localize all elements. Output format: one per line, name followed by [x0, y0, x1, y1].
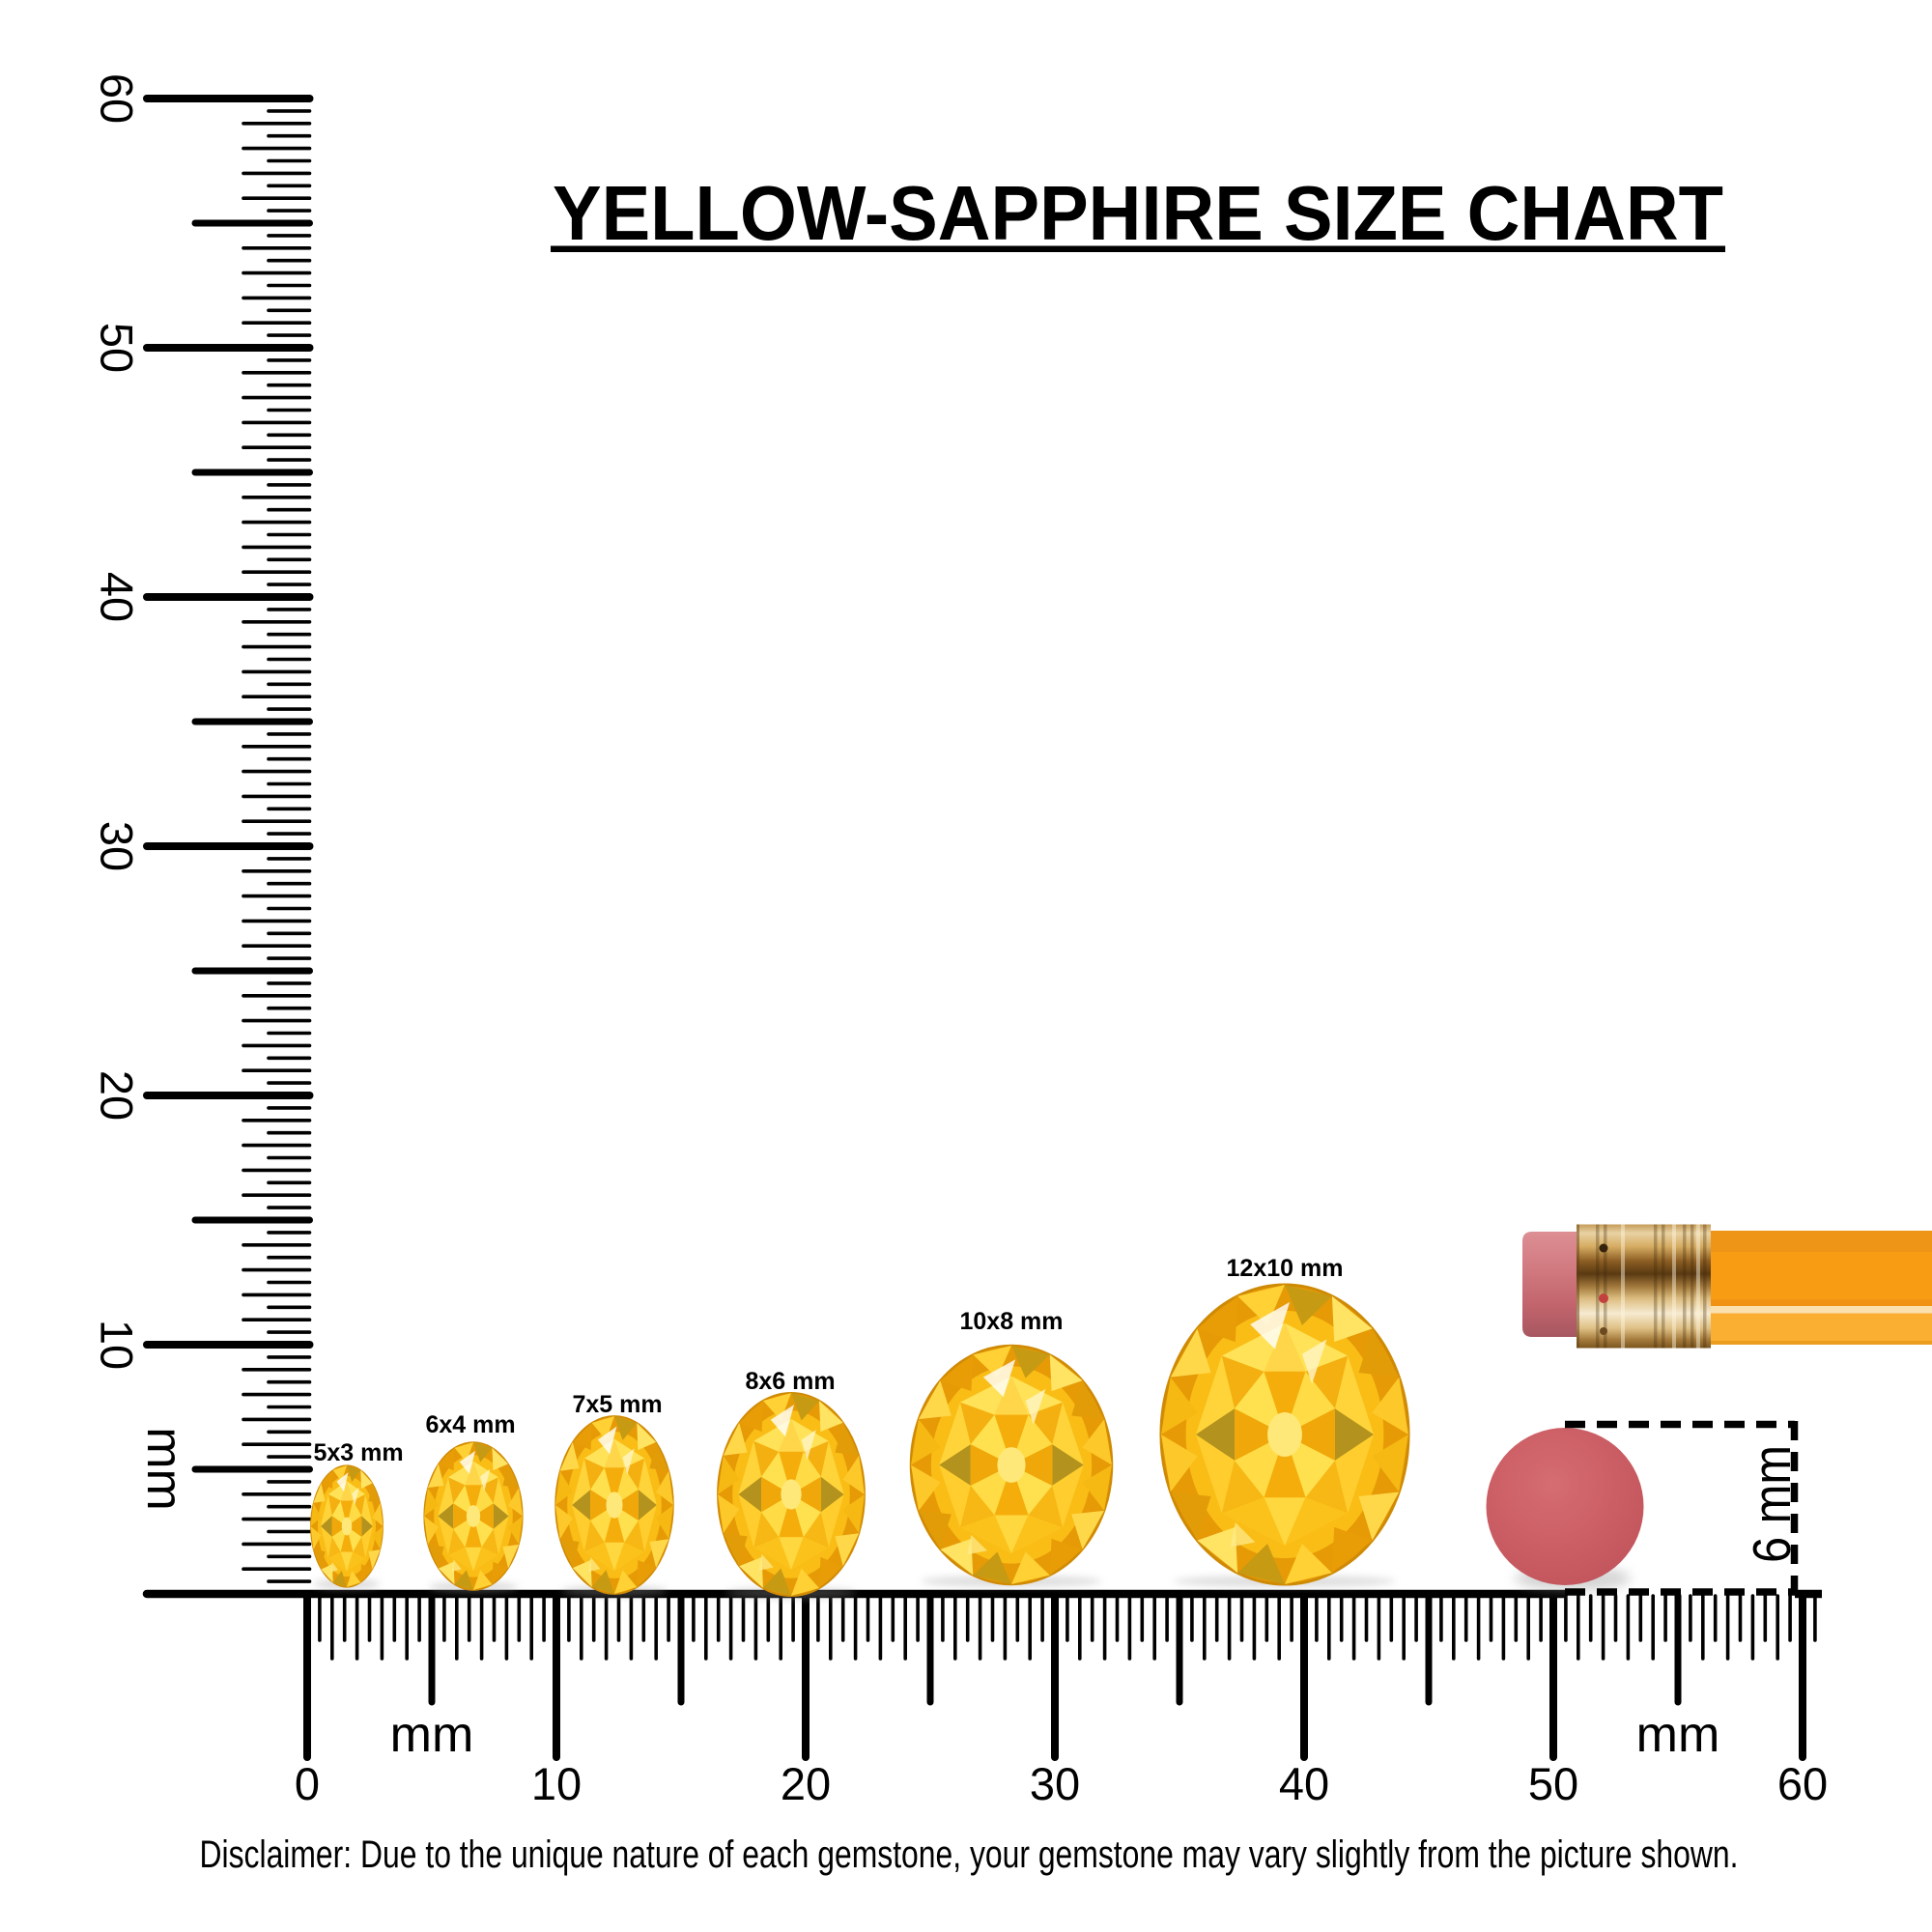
svg-text:7x5 mm: 7x5 mm	[572, 1391, 662, 1418]
svg-text:50: 50	[92, 323, 143, 373]
svg-text:mm: mm	[1636, 1707, 1720, 1763]
svg-text:6 mm: 6 mm	[1742, 1445, 1802, 1563]
svg-text:Disclaimer: Due to the unique: Disclaimer: Due to the unique nature of …	[200, 1833, 1739, 1876]
svg-text:0: 0	[295, 1758, 320, 1809]
svg-text:10: 10	[531, 1758, 582, 1809]
svg-text:30: 30	[92, 821, 143, 871]
svg-text:20: 20	[781, 1758, 831, 1809]
svg-text:8x6 mm: 8x6 mm	[745, 1368, 835, 1395]
svg-text:20: 20	[92, 1070, 143, 1121]
svg-text:60: 60	[1777, 1758, 1828, 1809]
svg-text:40: 40	[1279, 1758, 1329, 1809]
svg-text:10x8 mm: 10x8 mm	[959, 1308, 1063, 1335]
svg-text:YELLOW-SAPPHIRE SIZE CHART: YELLOW-SAPPHIRE SIZE CHART	[553, 170, 1723, 256]
svg-text:30: 30	[1030, 1758, 1080, 1809]
svg-text:6x4 mm: 6x4 mm	[425, 1411, 515, 1438]
svg-text:10: 10	[92, 1320, 143, 1370]
svg-text:50: 50	[1528, 1758, 1578, 1809]
svg-text:40: 40	[92, 572, 143, 622]
svg-text:mm: mm	[136, 1427, 192, 1511]
svg-text:5x3 mm: 5x3 mm	[313, 1439, 403, 1466]
svg-text:12x10 mm: 12x10 mm	[1227, 1255, 1344, 1282]
svg-text:mm: mm	[390, 1707, 474, 1763]
svg-text:60: 60	[92, 73, 143, 124]
